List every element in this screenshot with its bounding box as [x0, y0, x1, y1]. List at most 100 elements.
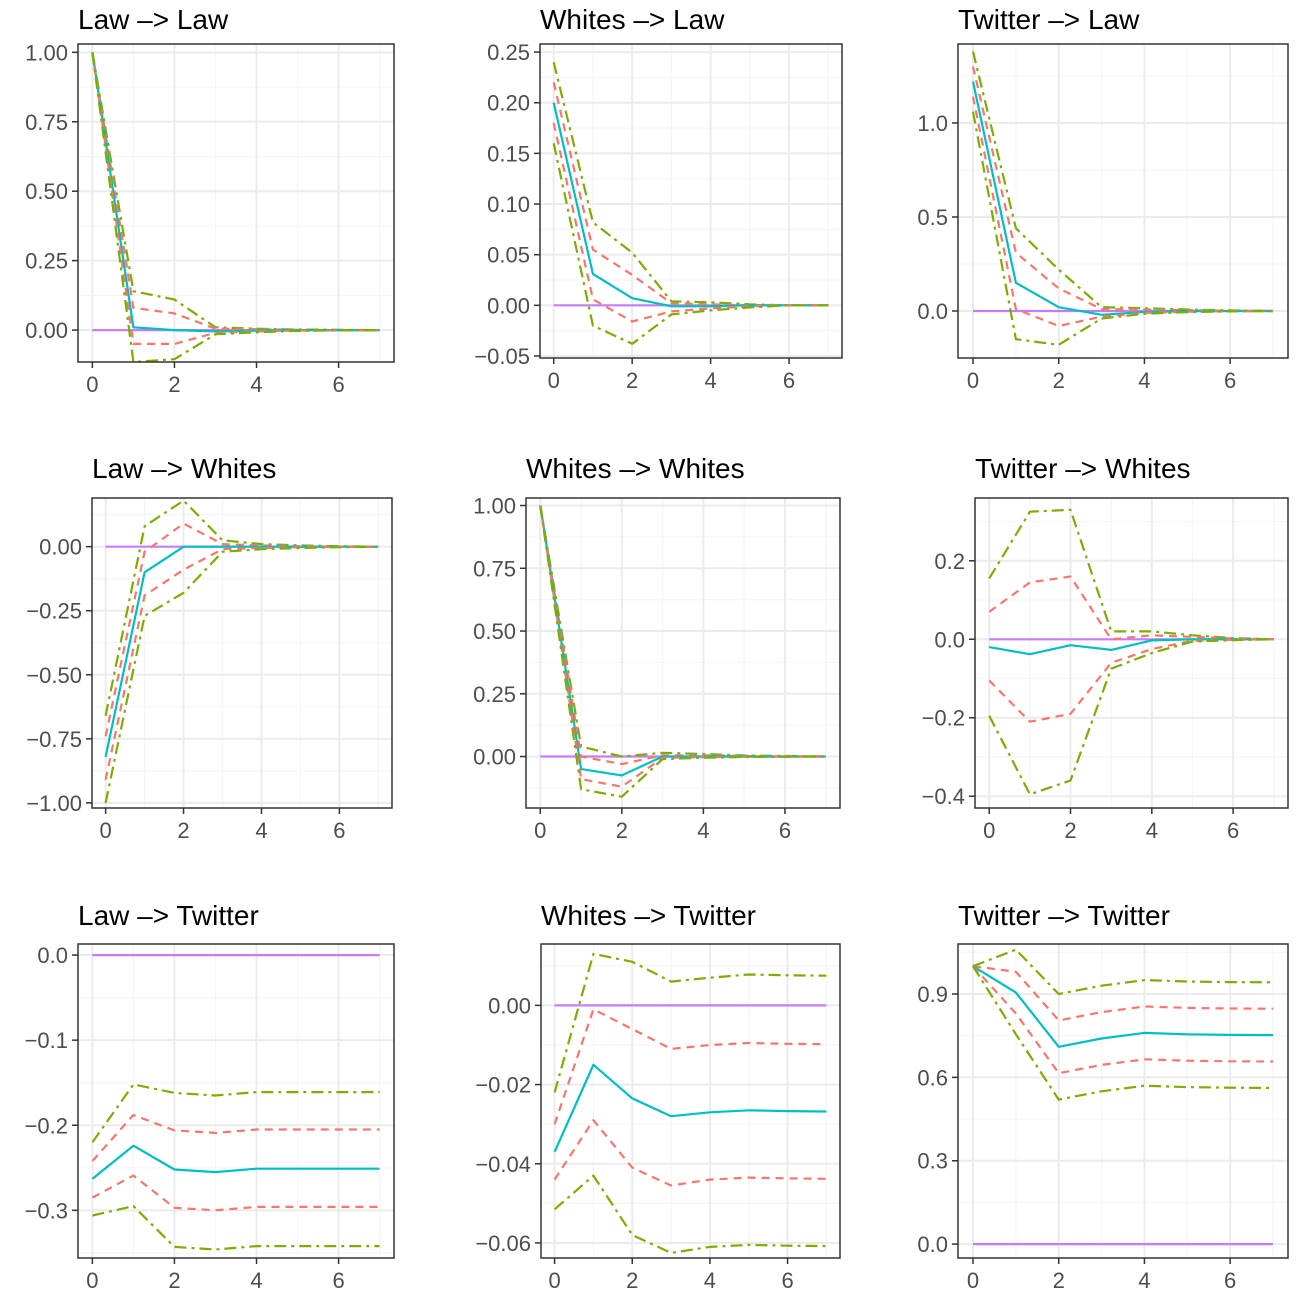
series-line-lower-inner	[91, 1174, 380, 1212]
x-tick-label: 6	[1224, 368, 1236, 393]
x-tick-label: 4	[697, 818, 709, 843]
x-tick-label: 6	[783, 368, 795, 393]
y-tick-label: 0.00	[488, 993, 531, 1018]
x-tick-label: 4	[250, 1268, 262, 1291]
x-tick-label: 0	[86, 1268, 98, 1291]
series-line-lower-outer	[972, 965, 1274, 1101]
series-line-lower-inner	[553, 1119, 827, 1187]
x-tick-label: 0	[100, 818, 112, 843]
series-line-upper-inner	[104, 522, 379, 737]
series-line-lower-inner	[104, 545, 379, 781]
y-tick-label: −0.2	[922, 706, 965, 731]
series-line-lower-outer	[988, 638, 1274, 796]
x-tick-label: 6	[779, 818, 791, 843]
y-tick-label: 1.00	[473, 494, 516, 519]
y-tick-label: −0.4	[922, 784, 965, 809]
y-tick-label: 0.0	[917, 299, 948, 324]
x-tick-label: 0	[534, 818, 546, 843]
y-tick-label: 0.50	[473, 619, 516, 644]
x-tick-label: 4	[704, 368, 716, 393]
series-line-lower-inner	[972, 965, 1274, 1075]
panel-border	[525, 497, 841, 809]
series-line-point	[972, 965, 1274, 1048]
x-tick-label: 6	[1227, 818, 1239, 843]
series-line-lower-outer	[92, 1204, 380, 1251]
chart-title: Twitter –> Law	[958, 4, 1140, 35]
y-tick-label: −0.04	[475, 1152, 531, 1177]
y-tick-label: −0.75	[26, 727, 82, 752]
series-line-upper-outer	[972, 948, 1274, 996]
y-tick-label: 0.9	[917, 982, 948, 1007]
y-tick-label: 0.50	[25, 179, 68, 204]
y-tick-label: −0.06	[475, 1231, 531, 1256]
series-line-upper-inner	[971, 66, 1274, 313]
chart-title: Law –> Law	[78, 4, 229, 35]
x-tick-label: 2	[177, 818, 189, 843]
y-tick-label: 0.20	[487, 91, 530, 116]
chart-title: Whites –> Whites	[526, 453, 745, 484]
x-tick-label: 6	[781, 1268, 793, 1291]
x-tick-label: 6	[332, 1268, 344, 1291]
y-tick-label: 0.75	[25, 110, 68, 135]
y-tick-label: 1.00	[25, 40, 68, 65]
panel-border	[957, 943, 1289, 1259]
panel-border	[957, 43, 1289, 359]
x-tick-label: 2	[626, 1268, 638, 1291]
series-line-lower-inner	[552, 122, 829, 323]
panel-border	[974, 497, 1289, 809]
x-tick-label: 2	[1064, 818, 1076, 843]
series-line-lower-inner	[539, 505, 826, 788]
y-tick-label: 0.00	[473, 745, 516, 770]
y-tick-label: −0.2	[25, 1113, 68, 1138]
y-tick-label: 0.6	[917, 1065, 948, 1090]
series-line-lower-outer	[104, 545, 379, 804]
x-tick-label: 2	[168, 372, 180, 397]
y-tick-label: 0.00	[487, 293, 530, 318]
chart-title: Whites –> Twitter	[541, 900, 757, 931]
series-line-point	[552, 102, 829, 308]
panel-border	[77, 943, 395, 1259]
y-tick-label: −0.02	[475, 1073, 531, 1098]
x-tick-label: 0	[548, 368, 560, 393]
x-tick-label: 0	[967, 1268, 979, 1291]
x-tick-label: 0	[983, 818, 995, 843]
series-line-upper-inner	[91, 52, 380, 332]
y-tick-label: 0.05	[487, 243, 530, 268]
series-line-lower-outer	[552, 143, 829, 345]
x-tick-label: 0	[548, 1268, 560, 1291]
x-tick-label: 4	[255, 818, 267, 843]
chart-title: Twitter –> Twitter	[958, 900, 1170, 931]
series-line-upper-outer	[553, 952, 827, 1093]
y-tick-label: −0.25	[26, 599, 82, 624]
y-tick-label: −0.1	[25, 1028, 68, 1053]
x-tick-label: 2	[626, 368, 638, 393]
chart-title: Law –> Whites	[92, 453, 277, 484]
x-tick-label: 4	[1146, 818, 1158, 843]
y-tick-label: 0.3	[917, 1149, 948, 1174]
y-tick-label: 0.10	[487, 192, 530, 217]
x-tick-label: 2	[1053, 368, 1065, 393]
y-tick-label: 0.00	[25, 318, 68, 343]
series-line-upper-inner	[553, 1008, 827, 1125]
x-tick-label: 4	[1138, 1268, 1150, 1291]
x-tick-label: 2	[1053, 1268, 1065, 1291]
y-tick-label: 0.0	[934, 627, 965, 652]
series-line-point	[91, 1144, 380, 1180]
chart-title: Whites –> Law	[540, 4, 725, 35]
x-tick-label: 4	[1138, 368, 1150, 393]
chart-title: Twitter –> Whites	[975, 453, 1191, 484]
panel-border	[91, 497, 393, 809]
series-line-lower-outer	[539, 505, 826, 798]
x-tick-label: 0	[967, 368, 979, 393]
series-line-lower-inner	[971, 96, 1274, 328]
panel-border	[540, 943, 841, 1259]
series-line-upper-outer	[988, 508, 1274, 641]
y-tick-label: −0.3	[25, 1198, 68, 1223]
